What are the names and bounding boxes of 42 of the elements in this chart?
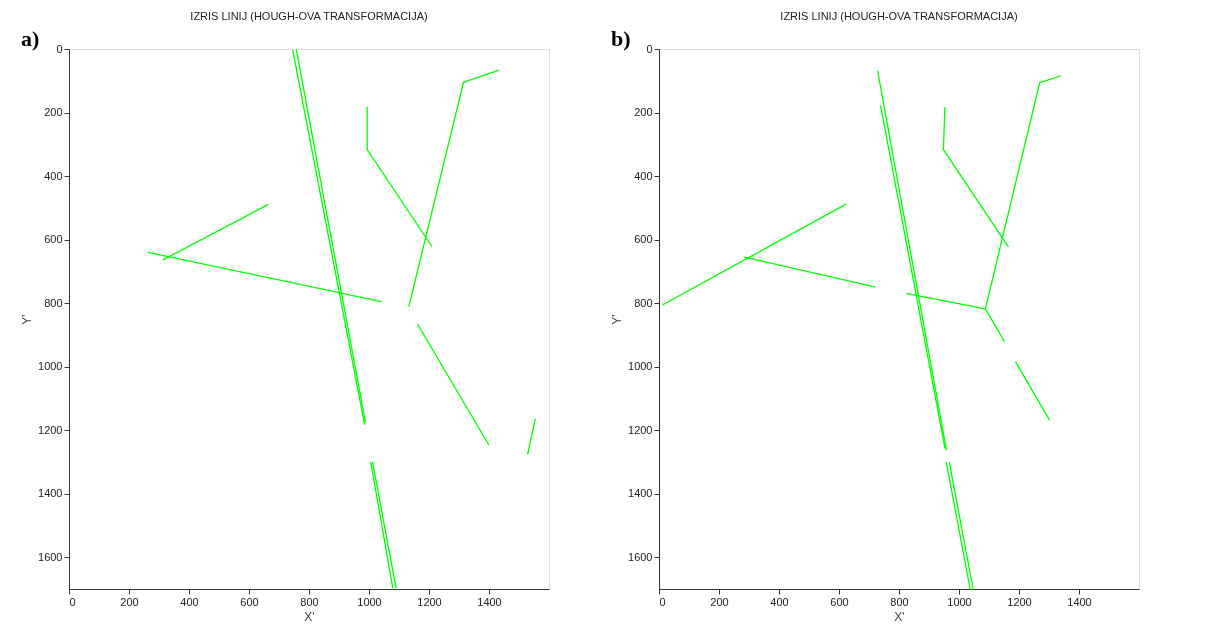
chart-title: IZRIS LINIJ (HOUGH-OVA TRANSFORMACIJA): [190, 10, 428, 22]
y-tick-label: 1600: [38, 550, 63, 563]
chart-title: IZRIS LINIJ (HOUGH-OVA TRANSFORMACIJA): [780, 10, 1018, 22]
x-tick-label: 400: [770, 595, 789, 608]
y-tick-label: 1200: [38, 423, 63, 436]
y-tick-label: 200: [44, 106, 63, 119]
y-tick-label: 0: [646, 42, 653, 55]
y-axis-title: Y': [20, 314, 35, 325]
x-axis-title: X': [304, 609, 315, 624]
y-tick-label: 800: [634, 296, 653, 309]
y-tick-label: 1400: [628, 487, 653, 500]
x-tick-label: 200: [710, 595, 729, 608]
y-tick-label: 400: [634, 169, 653, 182]
y-tick-label: 1400: [38, 487, 63, 500]
y-tick-label: 1600: [628, 550, 653, 563]
y-tick-label: 1000: [628, 360, 653, 373]
x-tick-label: 600: [830, 595, 849, 608]
x-tick-label: 1400: [1067, 595, 1092, 608]
y-axis-title: Y': [610, 314, 625, 325]
y-tick-label: 600: [44, 233, 63, 246]
x-tick-label: 0: [659, 595, 666, 608]
x-tick-label: 1000: [357, 595, 382, 608]
x-tick-label: 1400: [477, 595, 502, 608]
x-tick-label: 1000: [947, 595, 972, 608]
x-tick-label: 200: [120, 595, 139, 608]
x-tick-label: 1200: [1007, 595, 1032, 608]
y-tick-label: 800: [44, 296, 63, 309]
y-tick-label: 600: [634, 233, 653, 246]
x-tick-label: 1200: [417, 595, 442, 608]
text: b): [611, 26, 631, 51]
x-tick-label: 400: [180, 595, 199, 608]
x-tick-label: 0: [69, 595, 76, 608]
y-tick-label: 1000: [38, 360, 63, 373]
y-tick-label: 400: [44, 169, 63, 182]
text: a): [21, 26, 40, 51]
x-axis-title: X': [894, 609, 905, 624]
x-tick-label: 800: [300, 595, 319, 608]
x-tick-label: 600: [240, 595, 259, 608]
y-tick-label: 1200: [628, 423, 653, 436]
x-tick-label: 800: [890, 595, 909, 608]
y-tick-label: 0: [56, 42, 63, 55]
y-tick-label: 200: [634, 106, 653, 119]
